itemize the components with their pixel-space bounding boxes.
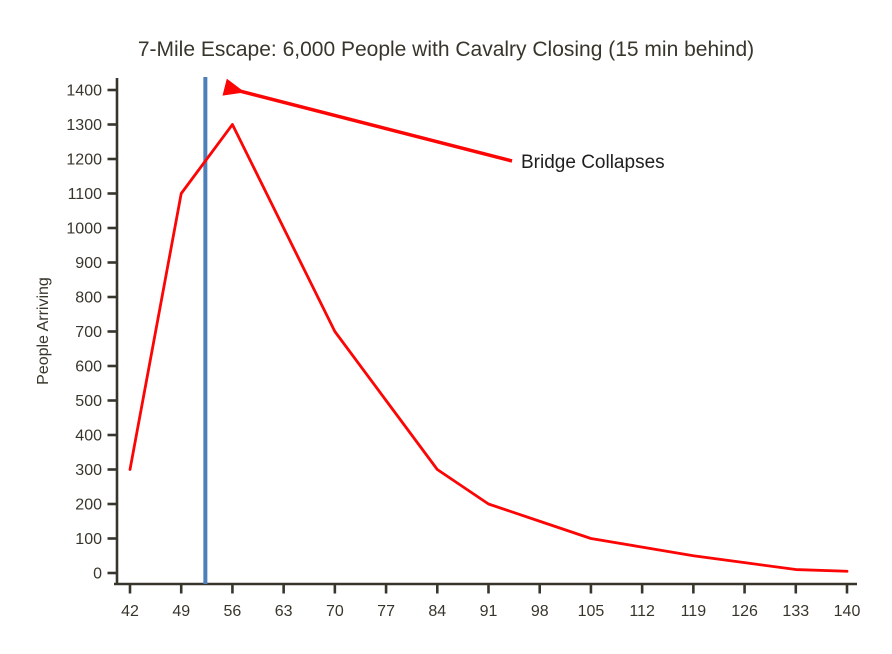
y-axis: 0 100 200 300 400 500 600 700 800 900 1000 1100 1200… (66, 78, 119, 584)
y-tick-label: 400 (75, 428, 102, 445)
x-tick-label: 105 (578, 603, 605, 620)
y-tick-label: 100 (75, 531, 102, 548)
y-tick-label: 900 (75, 255, 102, 272)
series-red-line (128, 123, 849, 573)
x-tick-label: 63 (275, 603, 293, 620)
y-tick-label: 1300 (66, 117, 102, 134)
x-tick-label: 98 (531, 603, 549, 620)
y-axis-title: People Arriving (35, 277, 52, 385)
y-tick-label: 700 (75, 324, 102, 341)
x-tick-label: 112 (629, 603, 655, 620)
x-tick-label: 70 (326, 603, 344, 620)
x-tick-label: 56 (224, 603, 242, 620)
x-tick-label: 119 (681, 603, 707, 620)
y-tick-label: 500 (75, 393, 102, 410)
y-tick-label: 1200 (66, 152, 102, 169)
x-tick-label: 42 (121, 603, 139, 620)
chart-title: 7-Mile Escape: 6,000 People with Cavalry… (137, 38, 755, 61)
y-tick-label: 1100 (68, 186, 103, 203)
y-tick-label: 1400 (66, 83, 102, 100)
annotation-label: Bridge Collapses (521, 152, 665, 173)
callout-arrow-icon (222, 78, 513, 163)
y-tick-label: 800 (75, 290, 102, 307)
x-tick-label: 77 (377, 603, 395, 620)
y-tick-label: 200 (75, 497, 102, 514)
y-tick-label: 300 (75, 462, 102, 479)
x-tick-label: 140 (834, 603, 861, 620)
y-tick-label: 1000 (66, 221, 102, 238)
x-tick-label: 49 (172, 603, 190, 620)
x-tick-label: 84 (428, 603, 446, 620)
x-tick-label: 91 (480, 603, 498, 620)
x-tick-label: 126 (731, 603, 758, 620)
y-tick-label: 600 (75, 359, 102, 376)
x-axis: 42 49 56 63 70 77 84 91 98 105 112 119 126 133 140 (114, 582, 861, 620)
x-tick-label: 133 (782, 603, 809, 620)
y-tick-label: 0 (93, 566, 102, 583)
